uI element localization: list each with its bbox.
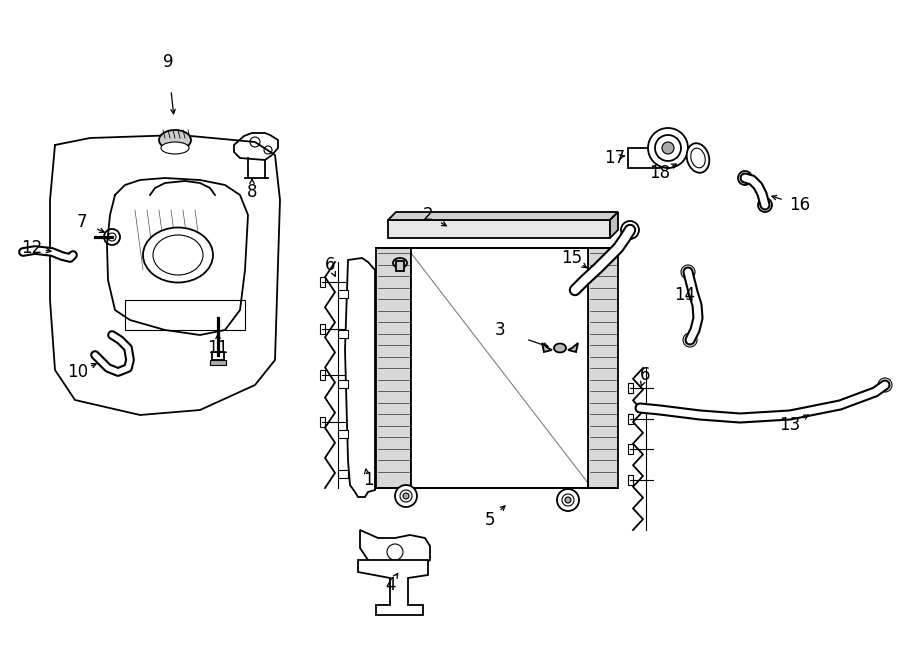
Text: 8: 8 xyxy=(247,183,257,201)
Circle shape xyxy=(621,221,639,239)
Polygon shape xyxy=(388,212,618,220)
Ellipse shape xyxy=(143,227,213,282)
Text: 6: 6 xyxy=(640,366,650,384)
Ellipse shape xyxy=(691,148,706,168)
Bar xyxy=(628,383,633,393)
Text: 5: 5 xyxy=(485,511,495,529)
Circle shape xyxy=(108,233,116,241)
Polygon shape xyxy=(360,530,430,572)
Text: 10: 10 xyxy=(68,363,88,381)
Ellipse shape xyxy=(562,494,574,506)
Polygon shape xyxy=(568,343,578,352)
Circle shape xyxy=(648,128,688,168)
Bar xyxy=(628,475,633,485)
Bar xyxy=(628,148,660,168)
Text: 1: 1 xyxy=(363,471,374,489)
Text: 7: 7 xyxy=(76,213,87,231)
Ellipse shape xyxy=(395,485,417,507)
Bar xyxy=(588,248,618,488)
Circle shape xyxy=(104,229,120,245)
Bar xyxy=(388,220,610,238)
Circle shape xyxy=(758,198,772,212)
Bar xyxy=(338,430,348,438)
Text: 12: 12 xyxy=(22,239,42,257)
Bar xyxy=(320,323,325,334)
Bar xyxy=(125,300,245,330)
Bar xyxy=(338,470,348,478)
Bar xyxy=(338,330,348,338)
Polygon shape xyxy=(610,212,618,238)
Circle shape xyxy=(681,265,695,279)
Text: 13: 13 xyxy=(779,416,801,434)
Text: 17: 17 xyxy=(605,149,626,167)
Text: 16: 16 xyxy=(789,196,811,214)
Ellipse shape xyxy=(153,235,203,275)
Bar xyxy=(320,277,325,287)
Bar xyxy=(396,261,404,271)
Text: 6: 6 xyxy=(325,256,335,274)
Bar xyxy=(210,360,226,365)
Circle shape xyxy=(387,544,403,560)
Text: 3: 3 xyxy=(495,321,505,339)
Ellipse shape xyxy=(400,490,412,502)
Polygon shape xyxy=(358,560,428,615)
Polygon shape xyxy=(542,343,552,352)
Ellipse shape xyxy=(161,142,189,154)
Bar xyxy=(320,370,325,380)
Bar xyxy=(628,414,633,424)
Circle shape xyxy=(738,171,752,185)
Polygon shape xyxy=(345,258,375,497)
Circle shape xyxy=(655,135,681,161)
Ellipse shape xyxy=(687,143,709,173)
Bar xyxy=(212,352,224,360)
Circle shape xyxy=(878,378,892,392)
Circle shape xyxy=(250,137,260,147)
Text: 9: 9 xyxy=(163,53,173,71)
Text: 18: 18 xyxy=(650,164,670,182)
Bar xyxy=(376,248,411,488)
Bar xyxy=(411,248,588,488)
Text: 14: 14 xyxy=(674,286,696,304)
Circle shape xyxy=(662,142,674,154)
Ellipse shape xyxy=(557,489,579,511)
Ellipse shape xyxy=(403,493,409,499)
Ellipse shape xyxy=(565,497,571,503)
Circle shape xyxy=(683,333,697,347)
Bar xyxy=(320,416,325,426)
Ellipse shape xyxy=(554,344,566,352)
Ellipse shape xyxy=(159,130,191,150)
Ellipse shape xyxy=(393,258,407,268)
Text: 4: 4 xyxy=(385,576,395,594)
Circle shape xyxy=(264,146,272,154)
Bar xyxy=(628,444,633,454)
Bar xyxy=(338,290,348,298)
Text: 11: 11 xyxy=(207,339,229,357)
Text: 2: 2 xyxy=(423,206,433,224)
Text: 15: 15 xyxy=(562,249,582,267)
Polygon shape xyxy=(234,133,278,160)
Bar xyxy=(338,380,348,388)
